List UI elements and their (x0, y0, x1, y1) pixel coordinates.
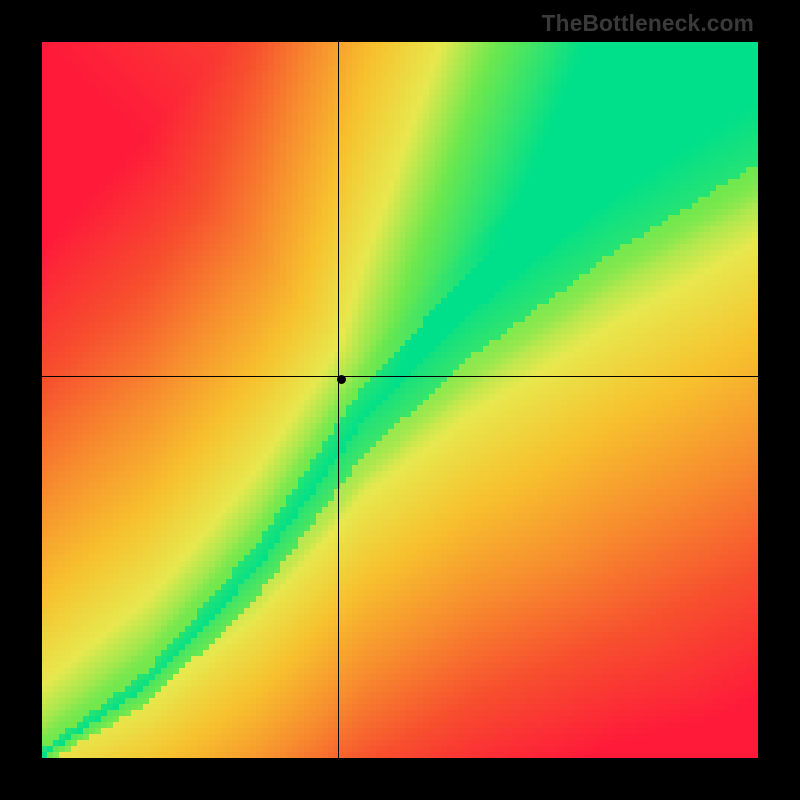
watermark-text: TheBottleneck.com (542, 10, 754, 37)
crosshair-vertical (338, 42, 339, 758)
bottleneck-heatmap (42, 42, 758, 758)
selected-point-marker[interactable] (337, 375, 346, 384)
crosshair-horizontal (42, 376, 758, 377)
